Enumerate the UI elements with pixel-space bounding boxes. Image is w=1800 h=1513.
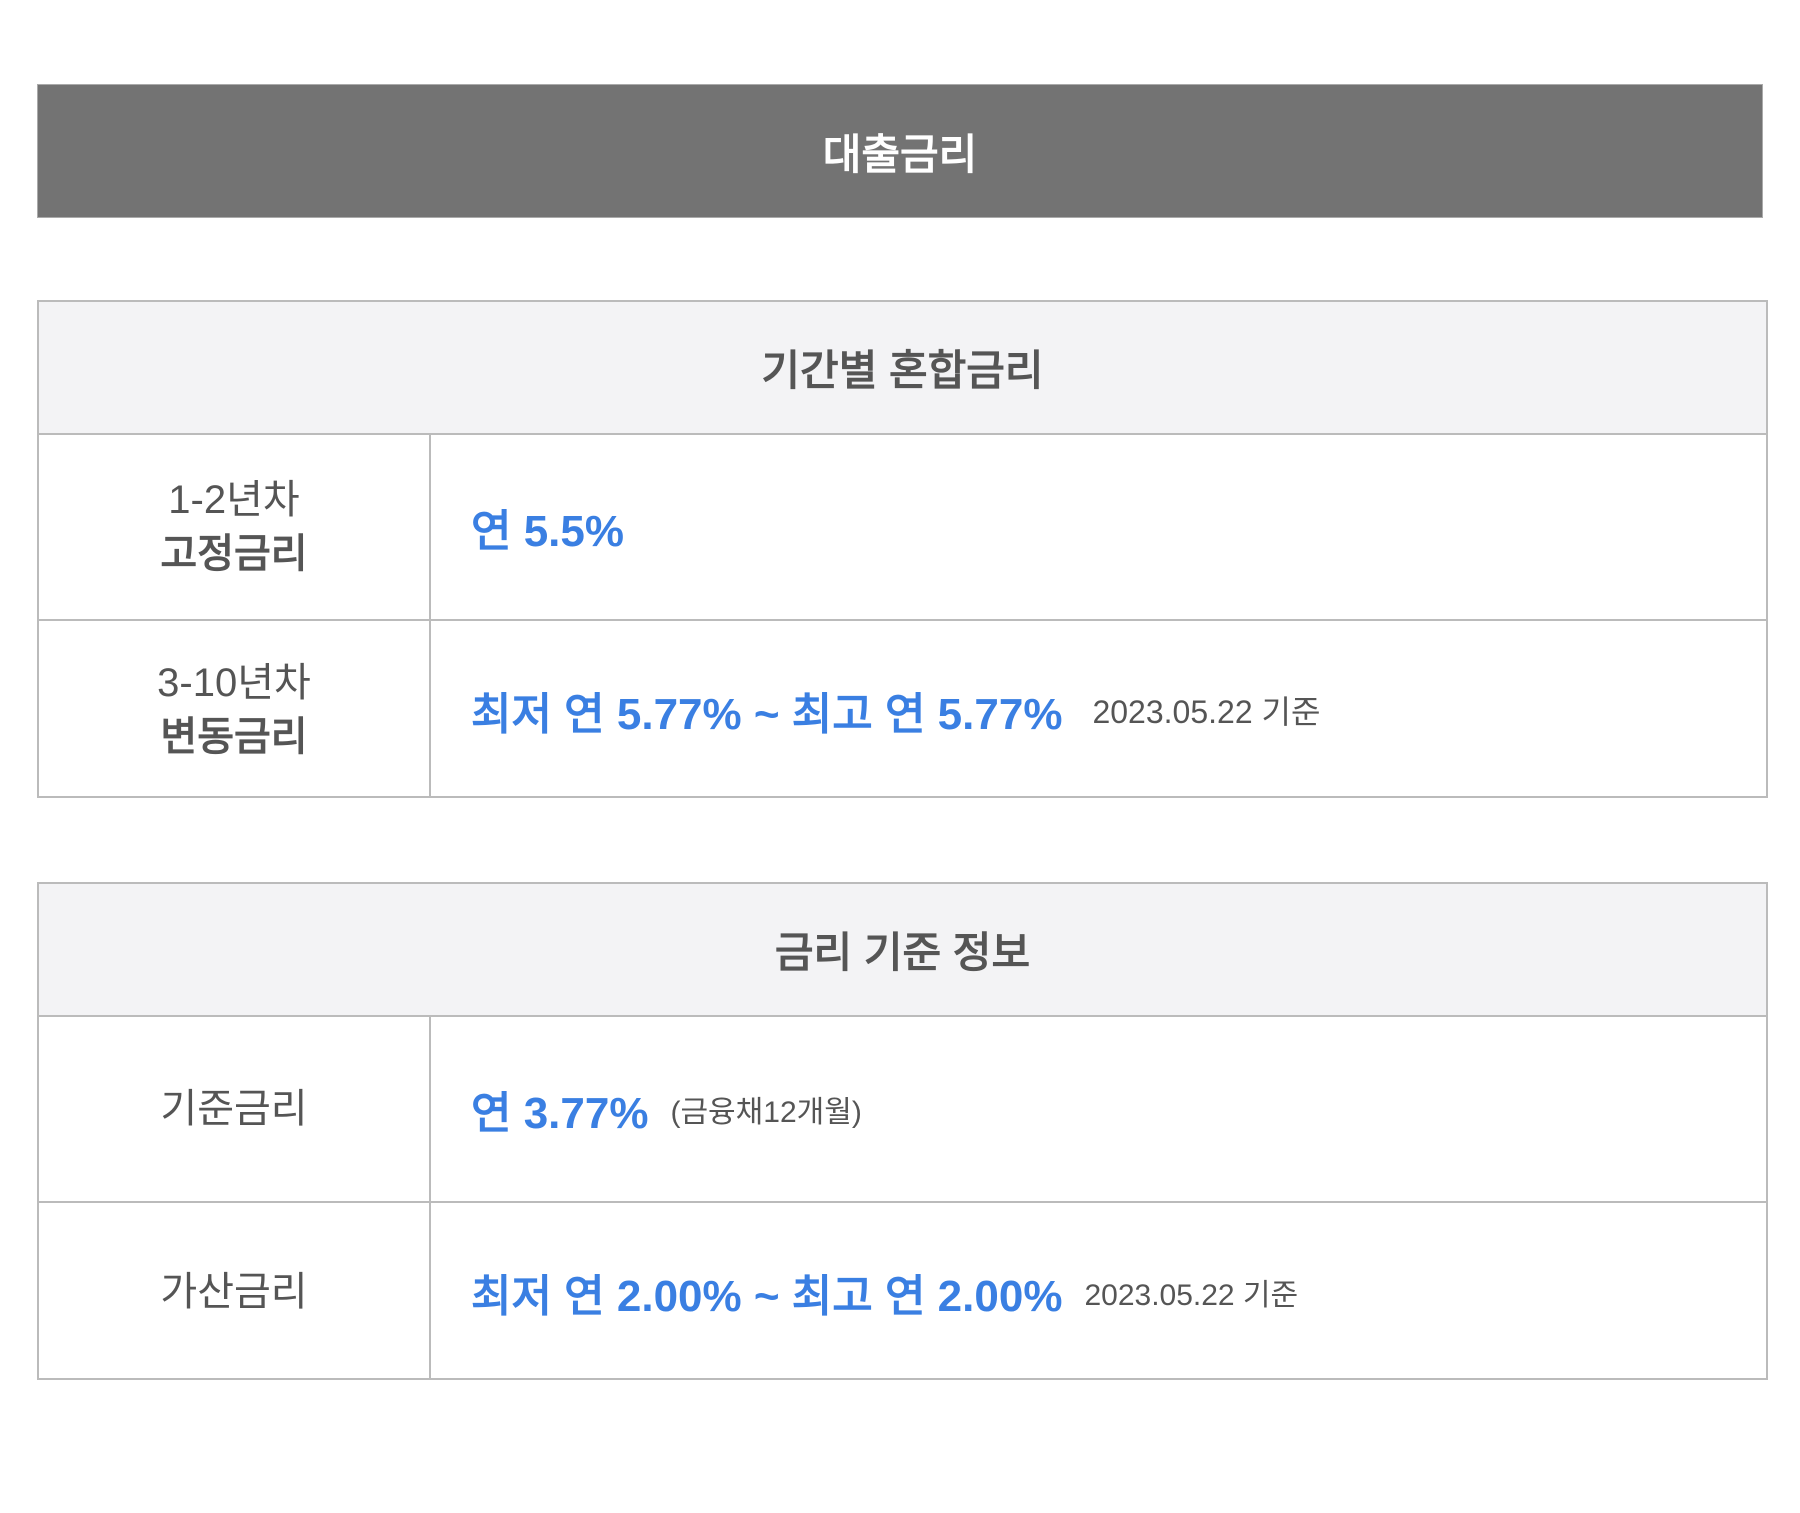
rate-value: 연 5.5% <box>471 507 624 556</box>
table-row: 1-2년차 고정금리 연 5.5% <box>39 435 1766 621</box>
row-label: 기준금리 <box>39 1017 431 1201</box>
row-value: 연 5.5% <box>431 435 1766 619</box>
rate-value: 최저 연 5.77% ~ 최고 연 5.77% <box>471 689 1063 739</box>
period-label: 3-10년차 <box>157 660 311 705</box>
row-label: 3-10년차 변동금리 <box>39 621 431 798</box>
row-value: 최저 연 5.77% ~ 최고 연 5.77% 2023.05.22 기준 <box>431 621 1766 798</box>
row-label: 가산금리 <box>39 1203 431 1380</box>
table-row: 가산금리 최저 연 2.00% ~ 최고 연 2.00% 2023.05.22 … <box>39 1203 1766 1380</box>
rate-type-label: 변동금리 <box>160 714 308 759</box>
table-row: 3-10년차 변동금리 최저 연 5.77% ~ 최고 연 5.77% 2023… <box>39 621 1766 798</box>
row-value: 연 3.77% (금융채12개월) <box>431 1017 1766 1201</box>
rate-date-note: 2023.05.22 기준 <box>1092 693 1321 730</box>
rate-basis-table: 금리 기준 정보 기준금리 연 3.77% (금융채12개월) 가산금리 최저 … <box>37 882 1768 1380</box>
row-label: 1-2년차 고정금리 <box>39 435 431 619</box>
rate-date-note: 2023.05.22 기준 <box>1084 1278 1299 1312</box>
spread-rate-label: 가산금리 <box>160 1269 308 1314</box>
banner-title: 대출금리 <box>822 130 978 178</box>
table-row: 기준금리 연 3.77% (금융채12개월) <box>39 1017 1766 1203</box>
period-label: 1-2년차 <box>168 478 300 522</box>
base-rate-label: 기준금리 <box>160 1087 308 1131</box>
table-header: 기간별 혼합금리 <box>39 302 1766 435</box>
mixed-rate-table: 기간별 혼합금리 1-2년차 고정금리 연 5.5% 3-10년차 변동금리 최… <box>37 300 1768 798</box>
row-value: 최저 연 2.00% ~ 최고 연 2.00% 2023.05.22 기준 <box>431 1203 1766 1380</box>
rate-note: (금융채12개월) <box>670 1096 862 1129</box>
rate-type-label: 고정금리 <box>160 532 308 576</box>
table-title: 금리 기준 정보 <box>774 929 1031 976</box>
rate-value: 최저 연 2.00% ~ 최고 연 2.00% <box>471 1271 1063 1321</box>
loan-rate-banner: 대출금리 <box>37 84 1763 218</box>
table-title: 기간별 혼합금리 <box>761 347 1044 394</box>
rate-value: 연 3.77% <box>471 1089 649 1138</box>
table-header: 금리 기준 정보 <box>39 884 1766 1017</box>
